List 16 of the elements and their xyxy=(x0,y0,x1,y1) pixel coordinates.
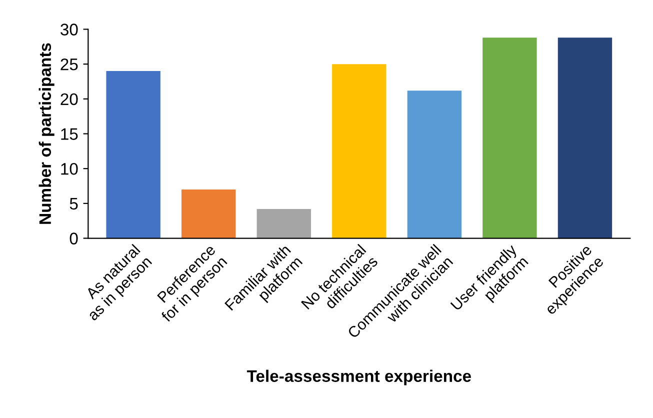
y-tick-label: 30 xyxy=(60,24,78,36)
y-axis-title: Number of participants xyxy=(38,43,54,224)
y-tick-label: 25 xyxy=(60,58,78,70)
y-tick-label: 10 xyxy=(61,162,78,175)
bar xyxy=(558,38,612,238)
bar xyxy=(407,90,462,238)
bar xyxy=(182,189,236,238)
x-axis-title: Tele-assessment experience xyxy=(246,370,472,386)
y-tick-label: 5 xyxy=(70,198,78,210)
bar xyxy=(106,71,160,238)
bar xyxy=(332,64,386,238)
y-tick-label: 20 xyxy=(60,93,78,106)
bar xyxy=(482,38,537,238)
bar xyxy=(256,209,311,238)
y-tick-label: 15 xyxy=(61,128,78,140)
y-tick-label: 0 xyxy=(70,232,78,244)
